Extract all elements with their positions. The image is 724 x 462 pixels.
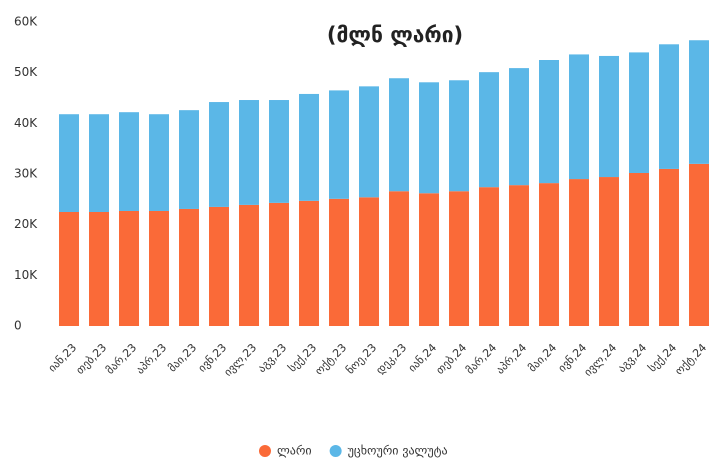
x-tick-label: ნოე,23 <box>344 341 380 377</box>
bar-segment <box>659 168 679 326</box>
bar-segment <box>449 191 469 326</box>
bar-segment <box>119 112 139 211</box>
bar-segment <box>629 172 649 326</box>
bar-segment <box>569 179 589 326</box>
x-tick-label: თებ,23 <box>73 341 109 377</box>
bar-segment <box>599 55 619 178</box>
bar-segment <box>149 114 169 211</box>
bar-segment <box>329 198 349 326</box>
y-tick-label: 0 <box>14 319 22 333</box>
x-tick-label: ივლ,23 <box>221 341 259 379</box>
x-tick-label: აგვ,24 <box>615 341 649 375</box>
bar-segment <box>269 202 289 326</box>
y-tick-label: 60K <box>14 15 38 29</box>
bar-segment <box>509 185 529 326</box>
bar-segment <box>89 212 109 326</box>
bar-segment <box>269 100 289 203</box>
x-tick-label: თებ,24 <box>433 341 469 377</box>
x-tick-label: ოქტ,23 <box>312 341 349 378</box>
bar-segment <box>599 177 619 326</box>
bar-segment <box>539 183 559 326</box>
bar-segment <box>509 68 529 186</box>
x-tick-label: დეკ,23 <box>373 341 409 377</box>
bar-segment <box>689 163 709 326</box>
bar-segment <box>209 206 229 326</box>
x-tick-label: მარ,24 <box>463 341 499 377</box>
bar-segment <box>119 210 139 326</box>
x-tick-label: ოქტ,24 <box>672 341 709 378</box>
bar-segment <box>479 187 499 326</box>
y-tick-label: 30K <box>14 167 38 181</box>
bar-segment <box>59 212 79 326</box>
bar-segment <box>209 102 229 207</box>
x-tick-label: ივლ,24 <box>581 341 619 379</box>
bar-segment <box>59 114 79 212</box>
bar-segment <box>629 52 649 173</box>
x-tick-label: აგვ,23 <box>255 341 289 375</box>
legend-label: ლარი <box>277 444 312 458</box>
bar-segment <box>179 110 199 209</box>
bar-segment <box>239 100 259 205</box>
bar-segment <box>329 90 349 199</box>
y-tick-label: 40K <box>14 116 38 130</box>
bar-segment <box>299 93 319 201</box>
chart-title: (მლნ ლარი) <box>327 23 463 47</box>
bar-segment <box>359 86 379 198</box>
bar-segment <box>389 191 409 326</box>
x-tick-label: მაი,23 <box>166 341 200 375</box>
bar-segment <box>239 204 259 326</box>
legend-label: უცხოური ვალუტა <box>348 444 448 458</box>
legend-swatch <box>329 445 342 457</box>
x-tick-label: მარ,23 <box>103 341 139 377</box>
bar-segment <box>359 197 379 326</box>
bar-segment <box>539 60 559 184</box>
bar-segment <box>149 210 169 326</box>
bar-segment <box>389 78 409 192</box>
legend-swatch <box>259 445 271 457</box>
y-tick-label: 10K <box>14 268 38 282</box>
y-tick-label: 50K <box>14 65 38 79</box>
bar-segment <box>479 72 499 188</box>
bar-segment <box>689 40 709 164</box>
bar-segment <box>569 54 589 180</box>
x-tick-label: აპრ,24 <box>494 341 530 377</box>
x-tick-label: მაი,24 <box>526 341 560 375</box>
bar-segment <box>179 208 199 326</box>
bar-segment <box>449 80 469 192</box>
bar-segment <box>419 193 439 326</box>
y-tick-label: 20K <box>14 217 38 231</box>
bar-segment <box>419 82 439 194</box>
bar-segment <box>89 114 109 212</box>
bar-segment <box>299 200 319 326</box>
x-tick-label: აპრ,23 <box>134 341 170 377</box>
bar-segment <box>659 44 679 169</box>
